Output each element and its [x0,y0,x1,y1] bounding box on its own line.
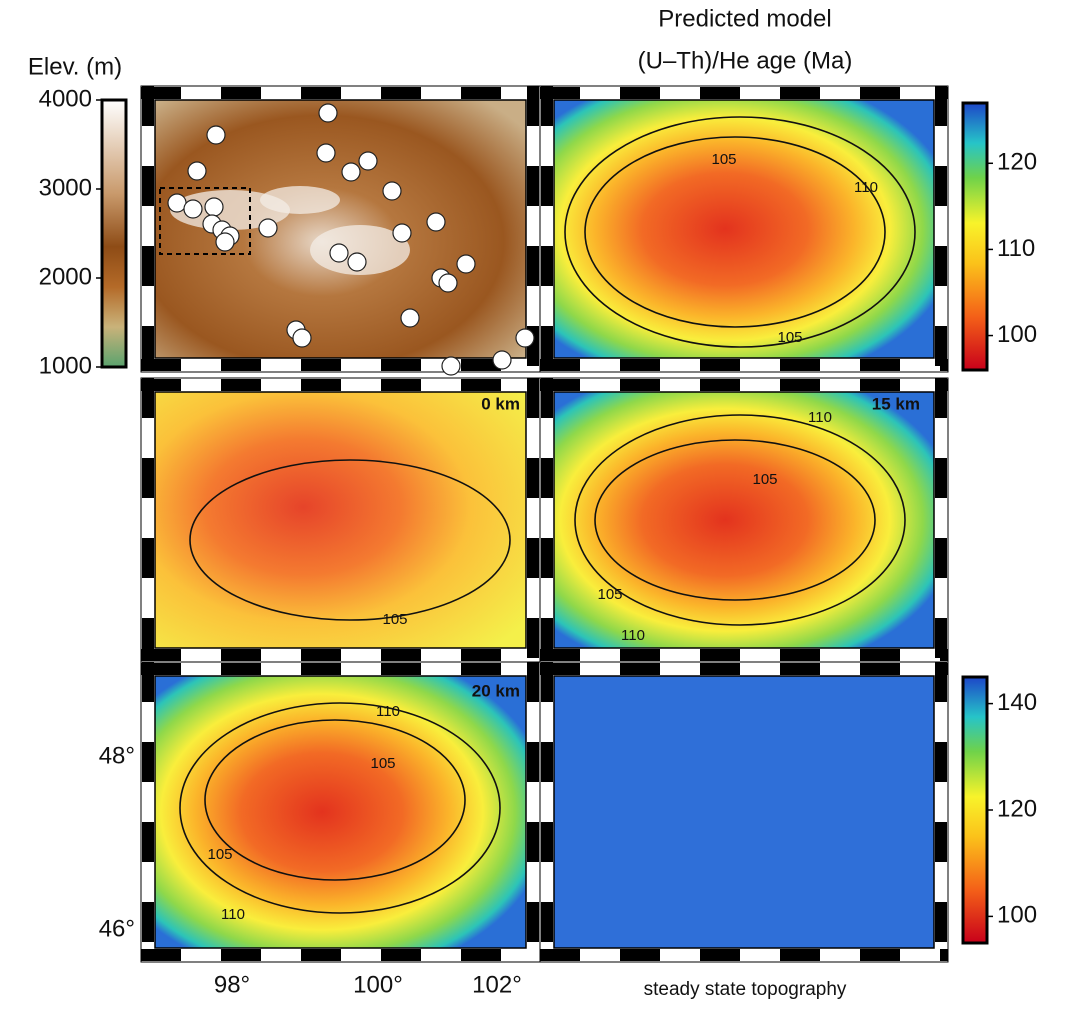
sample-site [204,197,224,217]
sample-site [392,223,412,243]
sample-site [316,143,336,163]
colorbar-tick-label: 100 [997,321,1037,348]
contour-label: 105 [752,471,777,488]
latitude-label: 48° [99,742,135,769]
contour-line [594,439,876,601]
map-image [553,675,935,949]
colorbar-tick-label: 140 [997,689,1037,716]
longitude-label: 98° [214,971,250,998]
sample-site [292,328,312,348]
colorbar-tick-label: 100 [997,902,1037,929]
sample-site [183,199,203,219]
sample-site [341,162,361,182]
contour-label: 110 [808,409,832,426]
sample-site [515,328,535,348]
contour-line [189,459,511,621]
footer-caption: steady state topography [644,979,847,1000]
contour-label: 105 [597,586,622,603]
sample-site [456,254,476,274]
map-image [553,391,935,649]
sample-site [187,161,207,181]
map-image [154,675,527,949]
snow-patch [260,186,340,214]
contour-label: 105 [370,755,395,772]
depth-label: 20 km [472,681,520,700]
map-image [553,99,935,359]
sample-site [382,181,402,201]
colorbar-tick-label: 120 [997,795,1037,822]
colorbar-tick-label: 3000 [39,174,92,201]
latitude-label: 46° [99,915,135,942]
sample-site [329,243,349,263]
sample-site [215,232,235,252]
contour-label: 105 [711,151,736,168]
figure-title: (U–Th)/He age (Ma) [638,47,853,74]
colorbar-tick-label: 120 [997,149,1037,176]
contour-line [204,719,466,881]
snow-patch [310,225,410,275]
contour-line [584,136,886,328]
contour-line [179,702,501,914]
sample-site [167,193,187,213]
figure-title: Predicted model [658,5,831,32]
colorbar-tick-label: 110 [997,235,1035,262]
longitude-label: 100° [353,971,403,998]
contour-label: 105 [207,846,232,863]
sample-site [492,350,512,370]
sample-site [426,212,446,232]
contour-line [574,414,906,626]
sample-site [358,151,378,171]
contour-label: 110 [221,906,245,923]
contour-label: 105 [382,611,407,628]
contour-label: 110 [854,179,878,196]
study-area-box [159,187,251,255]
depth-label: 15 km [872,394,920,413]
contour-label: 110 [376,703,400,720]
longitude-label: 102° [472,971,522,998]
colorbar-tick-label: 4000 [39,85,92,112]
depth-label: 0 km [481,394,520,413]
colorbar-tick-label: 2000 [39,263,92,290]
sample-site [347,252,367,272]
map-image [154,391,527,649]
map-panels [140,85,949,963]
colorbar-title: Elev. (m) [28,53,122,80]
colorbar [100,98,128,369]
sample-site [258,218,278,238]
colorbar [961,675,989,945]
sample-site [441,356,461,376]
sample-site [206,125,226,145]
contour-line [564,116,916,348]
contour-label: 110 [621,627,645,644]
sample-site [438,273,458,293]
sample-site [400,308,420,328]
colorbar-tick-label: 1000 [39,352,92,379]
contour-label: 105 [777,329,802,346]
sample-site [318,103,338,123]
colorbar [961,101,989,372]
